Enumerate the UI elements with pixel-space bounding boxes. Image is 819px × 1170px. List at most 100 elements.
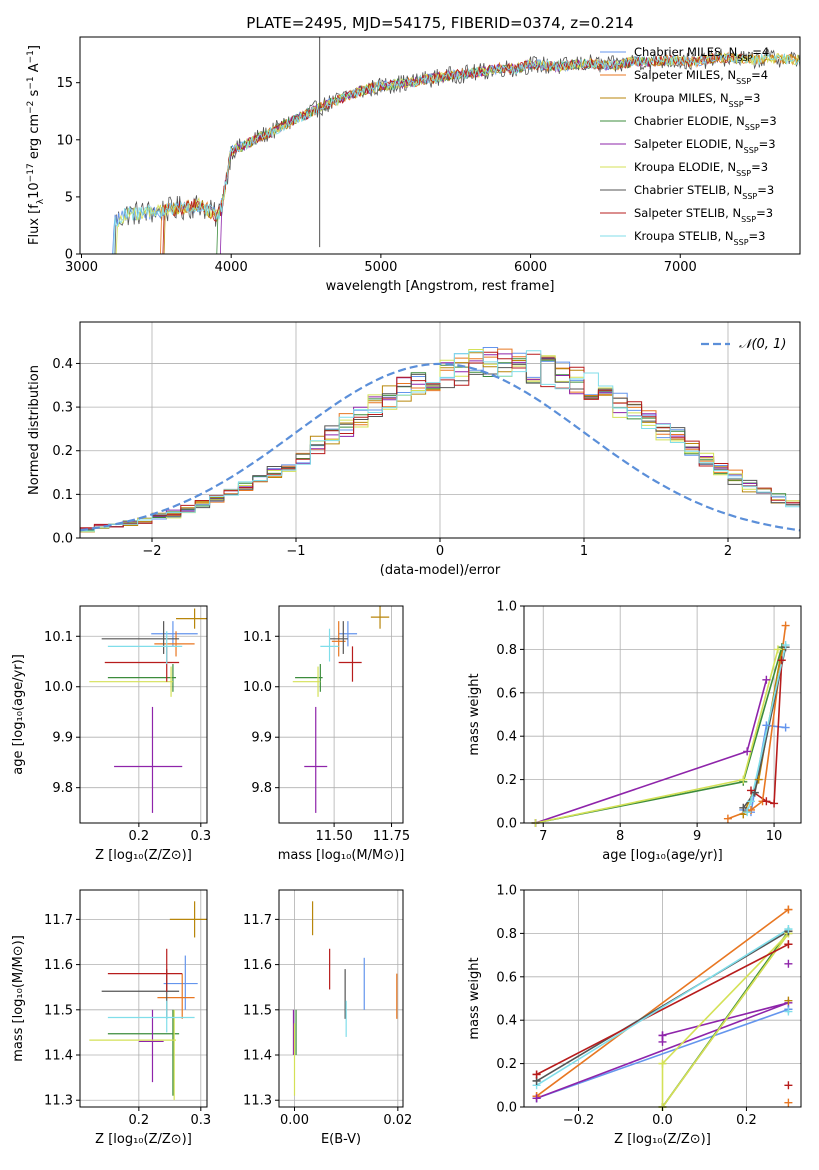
series-line (536, 908, 789, 1097)
point-marker (532, 1094, 541, 1103)
point-marker (746, 786, 755, 795)
y-tick-label: 11.7 (243, 913, 272, 928)
axes-frame (278, 605, 404, 824)
y-tick-label: 0.8 (496, 643, 517, 658)
legend-tail: =3 (751, 160, 768, 174)
axes-frame (523, 605, 802, 824)
legend-sub: SSP (729, 100, 744, 109)
chart-title: PLATE=2495, MJD=54175, FIBERID=0374, z=0… (246, 14, 633, 32)
spectrum-series-line (219, 55, 651, 254)
legend-entry: Chabrier ELODIE, NSSP=3 (634, 114, 777, 132)
point-marker (532, 1070, 541, 1079)
x-tick-label: 4000 (215, 260, 248, 275)
series-line (536, 1008, 789, 1100)
y-tick-label: 11.7 (44, 913, 73, 928)
point-marker (781, 621, 790, 630)
y-axis-label: mass weight (467, 673, 482, 755)
y-axis-label-part: −1 (26, 76, 36, 89)
x-axis-label: wavelength [Angstrom, rest frame] (326, 279, 555, 294)
point-marker (743, 747, 752, 756)
x-axis-label: mass [log₁₀(M/M⊙)] (278, 848, 405, 863)
x-tick-label: 2 (724, 544, 732, 559)
point-marker (762, 797, 771, 806)
axes-frame (278, 889, 404, 1108)
y-tick-label: 5 (65, 190, 73, 205)
x-tick-label: 7000 (664, 260, 697, 275)
histogram-series (80, 348, 800, 538)
legend-entry: Kroupa MILES, NSSP=3 (634, 91, 760, 109)
y-tick-label: 9.8 (52, 781, 73, 796)
legend-sub: SSP (744, 146, 759, 155)
legend-text: Salpeter ELODIE, N (634, 137, 744, 151)
x-tick-label: 0.3 (190, 829, 211, 844)
chart-residuals: −2 −1 0 1 2 0.0 0.1 0.2 0.3 0.4 (data-model)/error… (27, 321, 801, 578)
x-tick-label: 9 (693, 829, 701, 844)
point-marker (739, 803, 748, 812)
y-tick-label: 0.0 (496, 1101, 517, 1116)
x-tick-label: 8 (616, 829, 624, 844)
legend-text: Kroupa MILES, N (634, 91, 729, 105)
y-tick-label: 0.4 (52, 357, 73, 372)
chart-spectrum: 3000 4000 5000 6000 7000 0 5 10 15 wavelength [An… (26, 14, 801, 294)
y-tick-label: 0.4 (496, 730, 517, 745)
y-axis-label-part: −2 (26, 101, 36, 114)
plot-area (292, 901, 398, 1096)
legend-tail: =3 (756, 206, 773, 220)
series-line (750, 660, 783, 805)
legend-tail: =3 (749, 229, 766, 243)
legend-text: Chabrier ELODIE, N (634, 114, 745, 128)
legend-text: Chabrier STELIB, N (634, 183, 742, 197)
y-tick-label: 15 (56, 76, 73, 91)
point-marker (781, 641, 790, 650)
x-tick-label: 0.3 (190, 1113, 211, 1128)
x-tick-label: 0.2 (736, 1113, 757, 1128)
point-marker (784, 1007, 793, 1016)
legend-entry: 𝒩(0, 1) (739, 337, 786, 352)
axes-frame (79, 36, 801, 255)
legend-sub: SSP (737, 54, 752, 63)
point-marker (784, 1081, 793, 1090)
legend-sub: SSP (736, 169, 751, 178)
y-axis-label-part: −1 (26, 50, 36, 63)
x-tick-label: 3000 (65, 260, 98, 275)
y-tick-label: 0.6 (496, 970, 517, 985)
legend-text: Kroupa STELIB, N (634, 229, 734, 243)
chart-mass-age: 11.50 11.75 9.8 9.9 10.0 10.1 mass [log₁₀(M/M⊙… (243, 605, 410, 863)
chart-ebv-mass: 0.00 0.02 11.3 11.4 11.5 11.6 11.7 E(B-V) (243, 889, 412, 1147)
y-tick-label: 11.4 (44, 1049, 73, 1064)
y-axis-label: mass weight (467, 957, 482, 1039)
point-marker (784, 996, 793, 1005)
legend-tail: =4 (752, 45, 769, 59)
y-tick-label: 0.2 (52, 444, 73, 459)
y-tick-label: 1.0 (496, 884, 517, 899)
y-tick-label: 10.0 (44, 680, 73, 695)
x-tick-label: −1 (286, 544, 305, 559)
plot-area (535, 625, 787, 823)
y-tick-label: 0.2 (496, 1057, 517, 1072)
axes-frame (79, 889, 208, 1108)
y-axis-label-part: λ (36, 198, 46, 204)
x-tick-label: 0.02 (383, 1113, 412, 1128)
spectrum-series-line (111, 53, 743, 254)
legend-sub: SSP (736, 77, 751, 86)
legend-tail: =4 (751, 68, 768, 82)
legend-text: Chabrier MILES, N (634, 45, 737, 59)
spectrum-series-line (162, 52, 743, 254)
x-axis-label: (data-model)/error (380, 563, 501, 578)
y-tick-label: 0 (65, 248, 73, 263)
y-tick-label: 11.6 (243, 958, 272, 973)
legend-sub: SSP (745, 123, 760, 132)
y-tick-label: 0.1 (52, 488, 73, 503)
legend-text: Salpeter STELIB, N (634, 206, 741, 220)
x-tick-label: 0 (436, 544, 444, 559)
chart-z-age: 0.2 0.3 9.8 9.9 10.0 10.1 Z [log₁₀(Z/Z⊙)] age [… (11, 605, 211, 863)
chart-z-mass: 0.2 0.3 11.3 11.4 11.5 11.6 11.7 Z [log₁₀(Z/Z⊙)… (11, 889, 211, 1147)
y-axis-label-part: Flux [f (27, 204, 42, 245)
y-tick-label: 9.9 (251, 731, 272, 746)
legend-sub: SSP (742, 192, 757, 201)
y-tick-label: 0.0 (52, 532, 73, 547)
legend-entry: Kroupa ELODIE, NSSP=3 (634, 160, 768, 178)
point-marker (777, 656, 786, 665)
point-marker (784, 925, 793, 934)
